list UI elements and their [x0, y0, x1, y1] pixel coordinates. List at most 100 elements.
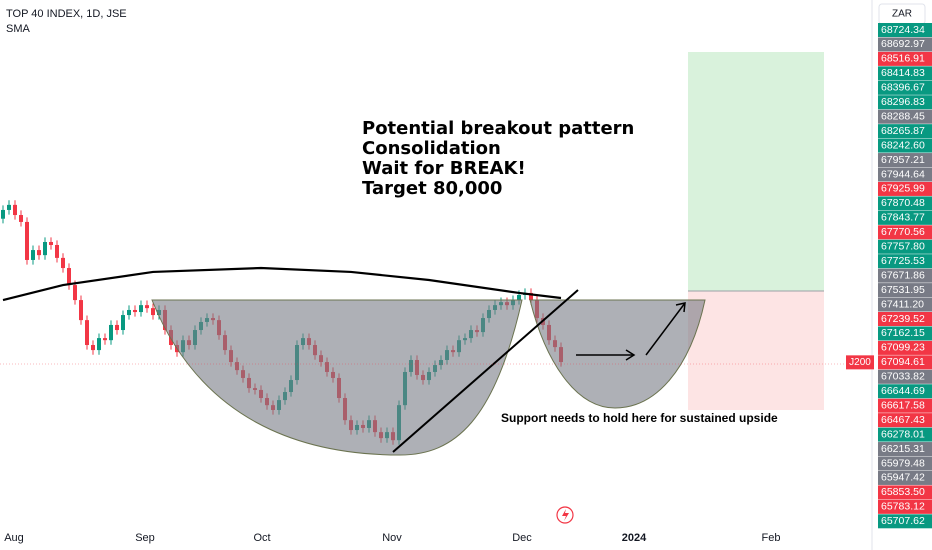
logo-bolt — [562, 509, 569, 521]
price-label-bg — [878, 456, 932, 471]
price-label-bg — [878, 514, 932, 529]
price-label-bg — [878, 210, 932, 225]
candle-body — [73, 285, 77, 301]
cup-shape — [151, 299, 523, 456]
price-label: 66617.58 — [881, 399, 925, 411]
support-note: Support needs to hold here for sustained… — [501, 411, 778, 425]
price-label-bg — [878, 153, 932, 168]
price-label-bg — [878, 268, 932, 283]
price-label: 66215.31 — [881, 443, 925, 455]
price-label: 68296.83 — [881, 96, 925, 108]
price-label: 67725.53 — [881, 255, 925, 267]
price-label: 66467.43 — [881, 414, 925, 426]
annotation-line: Wait for BREAK! — [362, 158, 526, 179]
stop-zone — [688, 291, 824, 410]
candle-body — [517, 294, 521, 301]
price-label-bg — [878, 95, 932, 110]
price-label: 67770.56 — [881, 226, 925, 238]
candle-body — [91, 345, 95, 351]
candle-body — [127, 309, 131, 316]
price-label: 66644.69 — [881, 385, 925, 397]
price-label-bg — [878, 312, 932, 326]
price-label-bg — [878, 340, 932, 355]
candle-body — [97, 338, 101, 351]
candle-body — [85, 320, 89, 346]
currency[interactable]: ZAR — [892, 9, 912, 20]
annotation-line: Consolidation — [362, 138, 501, 159]
price-label: 67843.77 — [881, 212, 925, 224]
candle-body — [529, 292, 533, 301]
price-label-bg — [878, 413, 932, 428]
price-label-bg — [878, 427, 932, 442]
candle-body — [25, 221, 29, 260]
price-label: 67531.95 — [881, 284, 925, 296]
price-label-bg — [878, 80, 932, 95]
x-tick-label: 2024 — [622, 532, 647, 544]
candle-body — [55, 244, 59, 258]
price-label-bg — [878, 470, 932, 485]
candle-body — [37, 250, 41, 256]
x-tick-label: Aug — [4, 532, 24, 544]
candle-body — [49, 241, 53, 245]
indicator-name: SMA — [6, 23, 31, 35]
price-label-bg — [878, 124, 932, 139]
price-label-bg — [878, 66, 932, 81]
candle-body — [13, 204, 17, 216]
price-label: 65853.50 — [881, 486, 925, 498]
price-label: 66278.01 — [881, 428, 925, 440]
candle-body — [121, 315, 125, 331]
symbol-title: TOP 40 INDEX, 1D, JSE — [6, 8, 127, 20]
candle-body — [1, 209, 5, 219]
price-label: 68414.83 — [881, 67, 925, 79]
price-label-bg — [878, 51, 932, 66]
candle-body — [103, 338, 107, 341]
candle-body — [31, 250, 35, 260]
price-label-bg — [878, 283, 932, 298]
candle-body — [139, 305, 143, 313]
price-label: 67925.99 — [881, 183, 925, 195]
price-label-bg — [878, 138, 932, 153]
price-label: 68516.91 — [881, 53, 925, 65]
price-label-bg — [878, 326, 932, 341]
trend-line — [392, 289, 579, 453]
price-label: 67411.20 — [881, 298, 924, 310]
price-label: 68242.60 — [881, 139, 925, 151]
price-label-bg — [878, 398, 932, 413]
x-tick-label: Sep — [135, 532, 155, 544]
candle-body — [151, 308, 155, 316]
price-label: 67099.23 — [881, 342, 925, 354]
annotation-line: Target 80,000 — [362, 178, 502, 199]
price-label: 68396.67 — [881, 82, 925, 94]
price-label: 67033.82 — [881, 371, 925, 383]
price-label-bg — [878, 23, 932, 37]
price-label-bg — [878, 355, 932, 370]
price-label-bg — [878, 369, 932, 384]
candle-body — [7, 204, 11, 210]
price-label-bg — [878, 167, 932, 182]
price-label: 65979.48 — [881, 457, 925, 469]
price-label-bg — [878, 254, 932, 269]
price-label-bg — [878, 297, 932, 312]
candle-body — [79, 300, 83, 321]
candle-body — [43, 241, 47, 256]
price-label-bg — [878, 384, 932, 399]
price-label: 67162.15 — [881, 327, 925, 339]
arrows — [576, 302, 686, 361]
price-label: 68265.87 — [881, 125, 925, 137]
candle-body — [133, 309, 137, 313]
candle-body — [67, 268, 71, 286]
annotation-line: Potential breakout pattern — [362, 118, 634, 139]
price-label: 65783.12 — [881, 501, 925, 513]
logo — [556, 506, 574, 524]
price-label-bg — [878, 225, 932, 240]
price-label: 67870.48 — [881, 197, 925, 209]
handle-shape — [529, 299, 706, 409]
price-label: 65707.62 — [881, 515, 925, 527]
price-label-bg — [878, 109, 932, 124]
candle-body — [115, 324, 119, 331]
sma-line — [2, 266, 562, 302]
x-tick-label: Oct — [253, 532, 270, 544]
price-label: 67944.64 — [881, 168, 925, 180]
price-label: 68288.45 — [881, 110, 925, 122]
